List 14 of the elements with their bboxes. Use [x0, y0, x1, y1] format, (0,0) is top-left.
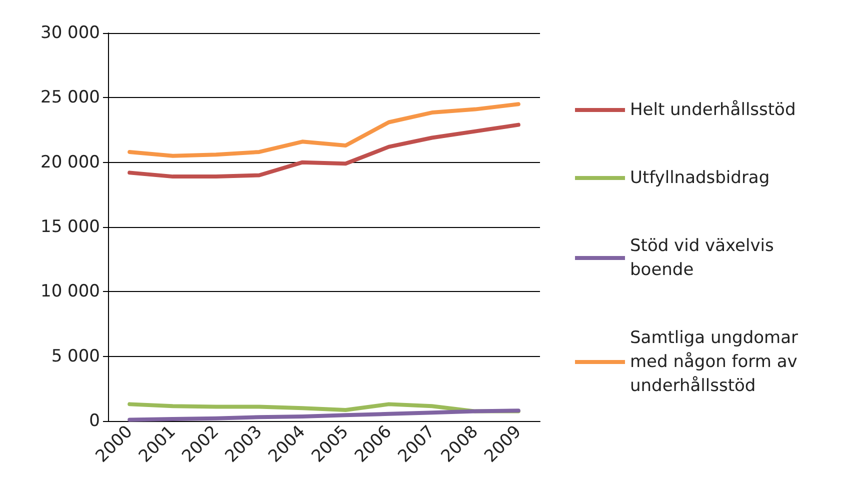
legend-label: Utfyllnadsbidrag: [630, 168, 770, 188]
y-tick-label: 5 000: [51, 346, 100, 366]
y-tick-label: 15 000: [40, 217, 100, 237]
y-tick-label: 0: [89, 411, 100, 431]
y-tick-label: 30 000: [40, 23, 100, 43]
y-tick-label: 25 000: [40, 88, 100, 108]
line-series: [128, 408, 520, 422]
legend-label: Stöd vid växelvis boende: [630, 236, 780, 280]
line-series: [128, 122, 520, 179]
y-tick-label: 20 000: [40, 152, 100, 172]
legend-label: Samtliga ungdomar med någon form av underhållsstöd: [630, 328, 804, 396]
line-series: [128, 102, 520, 158]
y-tick-label: 10 000: [40, 282, 100, 302]
legend-label: Helt underhållsstöd: [630, 100, 796, 120]
